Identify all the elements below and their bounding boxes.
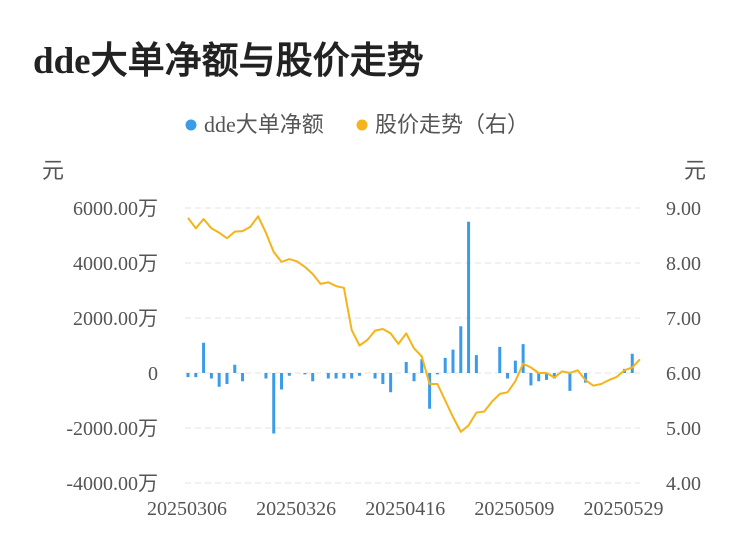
legend-marker (356, 119, 368, 131)
right-tick-label: 7.00 (666, 308, 701, 330)
dde-bar (428, 373, 432, 409)
dde-bar (412, 373, 416, 382)
dde-bar (373, 373, 377, 379)
dde-bar (233, 364, 237, 373)
dde-bar (194, 373, 198, 378)
right-tick-label: 4.00 (666, 473, 701, 495)
dde-bar (202, 342, 206, 373)
dde-bar (381, 373, 385, 384)
x-tick-label: 20250306 (147, 498, 227, 520)
left-tick-label: 0 (148, 363, 158, 385)
dde-bar (630, 353, 634, 373)
dde-bar (420, 359, 424, 373)
price-line-series (187, 215, 641, 433)
dde-bar (186, 373, 190, 378)
dde-bar (443, 357, 447, 373)
right-axis-unit: 元 (684, 158, 706, 183)
dde-bar (435, 373, 439, 375)
left-axis-ticks: 6000.00万 4000.00万 2000.00万 0 -2000.00万 -4000.… (66, 198, 158, 495)
dde-bar (474, 355, 478, 373)
dde-bar (583, 373, 587, 383)
dde-bar (241, 373, 245, 382)
dde-bar (568, 373, 572, 391)
dde-bar (513, 360, 517, 373)
left-tick-label: 2000.00万 (73, 308, 158, 330)
dde-bar (272, 373, 276, 434)
legend: dde大单净额 股价走势（右） (185, 112, 529, 137)
left-tick-label: -2000.00万 (66, 418, 158, 440)
dde-bar (506, 373, 510, 379)
right-axis-ticks: 9.00 8.00 7.00 6.00 5.00 4.00 (666, 198, 701, 495)
right-tick-label: 9.00 (666, 198, 701, 220)
dde-bar (225, 373, 229, 384)
dde-bar (537, 373, 541, 382)
left-tick-label: -4000.00万 (66, 473, 158, 495)
legend-label: 股价走势（右） (375, 112, 529, 137)
dde-bar (357, 373, 361, 376)
x-tick-label: 20250416 (365, 498, 445, 520)
dde-bar (209, 373, 213, 379)
dde-bar (311, 373, 315, 382)
dde-bar (467, 221, 471, 373)
dde-bar (389, 373, 393, 393)
dde-bar (342, 373, 346, 379)
dde-bar (326, 373, 330, 379)
x-tick-label: 20250326 (256, 498, 336, 520)
chart-title: dde大单净额与股价走势 (33, 41, 424, 82)
left-axis-unit: 元 (42, 158, 64, 183)
x-tick-label: 20250529 (583, 498, 663, 520)
right-tick-label: 6.00 (666, 363, 701, 385)
dde-bar (264, 373, 268, 379)
dde-bar (545, 373, 549, 380)
dde-bar (303, 373, 307, 375)
left-tick-label: 6000.00万 (73, 198, 158, 220)
dde-bar (217, 373, 221, 387)
dde-bar (498, 346, 502, 373)
dde-bar-series (186, 221, 634, 434)
x-axis-ticks: 20250306 20250326 20250416 20250509 20250529 (147, 498, 663, 520)
price-line (187, 215, 641, 433)
dde-bar (334, 373, 338, 379)
grid-lines (185, 207, 640, 484)
left-tick-label: 4000.00万 (73, 253, 158, 275)
dde-bar (350, 373, 354, 379)
dde-bar (459, 326, 463, 373)
legend-marker (185, 119, 197, 131)
dde-bar (529, 373, 533, 386)
dde-bar (552, 373, 556, 379)
dde-bar (521, 344, 525, 373)
dde-bar (287, 373, 291, 376)
legend-label: dde大单净额 (204, 112, 324, 137)
x-tick-label: 20250509 (474, 498, 554, 520)
right-tick-label: 5.00 (666, 418, 701, 440)
dde-bar (451, 349, 455, 373)
dde-bar (280, 373, 284, 390)
right-tick-label: 8.00 (666, 253, 701, 275)
dde-bar (404, 362, 408, 373)
